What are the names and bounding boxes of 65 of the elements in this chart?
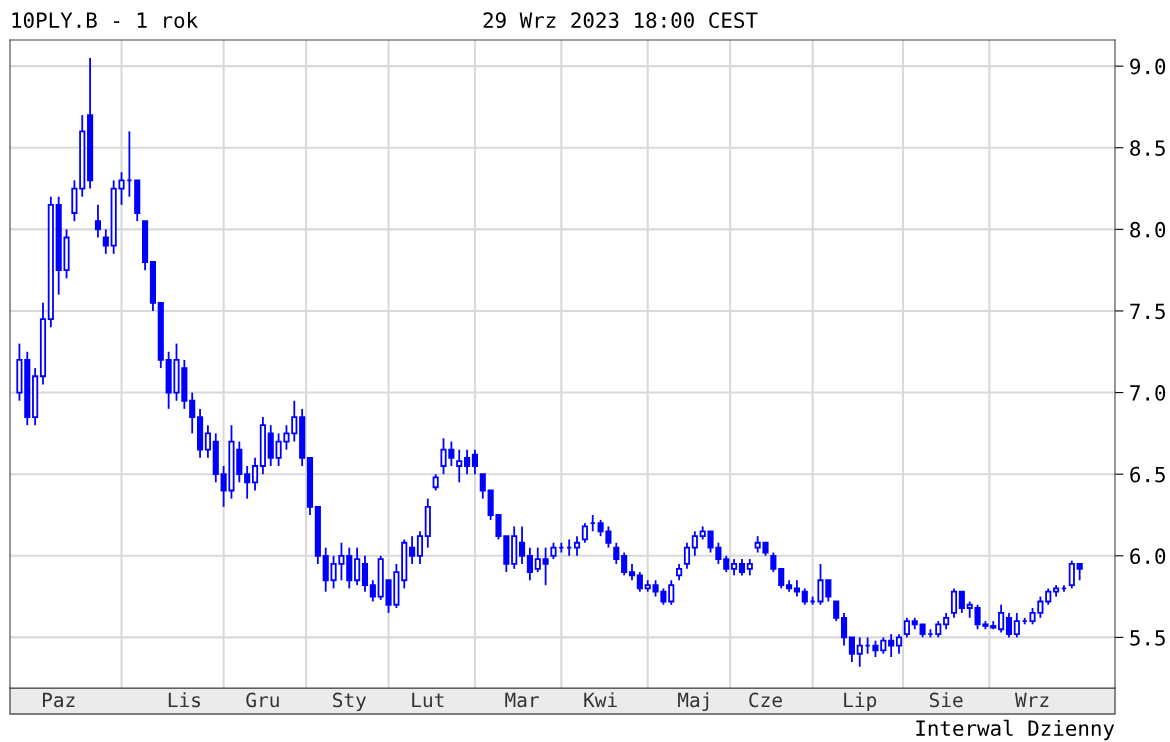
x-tick-label: Kwi xyxy=(584,692,617,708)
y-tick-label: 6.5 xyxy=(1130,466,1165,483)
candlestick xyxy=(848,636,855,663)
candlestick xyxy=(361,554,369,593)
candlestick xyxy=(636,571,643,593)
y-tick-label: 5.5 xyxy=(1130,630,1165,646)
candlestick xyxy=(409,535,416,565)
candlestick xyxy=(354,546,361,587)
candlestick xyxy=(691,530,698,557)
candlestick xyxy=(251,456,259,492)
y-tick-label: 7.0 xyxy=(1130,385,1166,401)
candlestick xyxy=(189,391,196,435)
candlestick xyxy=(526,546,533,582)
candlestick xyxy=(621,551,628,577)
x-tick-label: Lis xyxy=(168,692,200,708)
candlestick xyxy=(1068,559,1075,590)
candlestick xyxy=(833,600,840,622)
candlestick xyxy=(770,551,777,574)
candlestick xyxy=(471,448,478,476)
chart-subtitle: 29 Wrz 2023 18:00 CEST xyxy=(483,12,758,29)
y-tick-label: 8.0 xyxy=(1130,221,1166,238)
candlestick xyxy=(581,522,588,544)
candlestick xyxy=(518,525,526,565)
candlestick xyxy=(778,567,785,590)
candlestick xyxy=(534,546,541,574)
candlestick xyxy=(840,612,848,647)
candlestick xyxy=(456,448,463,484)
x-tick-label: Mar xyxy=(505,692,539,708)
x-tick-label: Gru xyxy=(246,692,279,708)
x-tick-label: Wrz xyxy=(1014,692,1049,708)
text: Interwal Dzienny xyxy=(916,719,1115,741)
candlestick xyxy=(102,228,109,255)
candlestick xyxy=(958,590,965,614)
candlestick xyxy=(416,530,424,565)
x-tick-label: Lut xyxy=(412,692,444,708)
candlestick xyxy=(94,203,102,239)
candlestick xyxy=(950,587,958,619)
x-tick-label: Paz xyxy=(43,692,75,708)
x-tick-label: Cze xyxy=(749,692,782,708)
candlestick xyxy=(542,546,549,587)
y-tick-label: 6.0 xyxy=(1130,548,1166,565)
x-tick-label: Maj xyxy=(678,692,709,712)
candlestick xyxy=(464,448,471,476)
candlestick xyxy=(244,465,251,500)
candlestick xyxy=(479,473,486,500)
candlestick xyxy=(1005,612,1013,639)
chart-title: 10PLY.B - 1 rok xyxy=(12,11,198,29)
candlestick xyxy=(895,633,903,655)
candlestick xyxy=(668,579,675,606)
candlestick xyxy=(683,541,691,570)
candlestick xyxy=(613,541,620,565)
candlestick xyxy=(998,603,1005,634)
candlestick xyxy=(856,636,863,668)
y-tick-label: 8.5 xyxy=(1130,140,1165,156)
x-tick-label: Lip xyxy=(844,692,877,712)
candlestick xyxy=(903,616,910,639)
x-tick-label: Sty xyxy=(333,692,367,712)
candlestick xyxy=(204,424,211,459)
candlestick xyxy=(1013,612,1020,639)
y-tick-label: 7.5 xyxy=(1130,303,1165,320)
candlestick xyxy=(573,535,581,557)
y-tick-label: 9.0 xyxy=(1130,58,1166,75)
candlestick xyxy=(369,579,376,603)
x-tick-label: Sie xyxy=(929,692,963,708)
candlestick xyxy=(888,633,895,658)
